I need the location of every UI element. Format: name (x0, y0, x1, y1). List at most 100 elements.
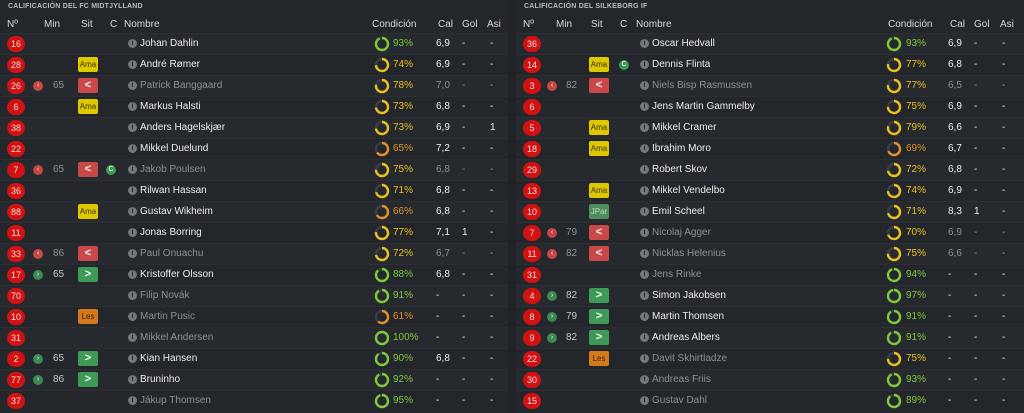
table-row[interactable]: 30 i Andreas Friis 93% - - - (516, 369, 1024, 390)
player-name[interactable]: Robert Skov (652, 164, 708, 175)
table-row[interactable]: 36 i Rilwan Hassan 71% 6,8 - - (0, 180, 508, 201)
table-row[interactable]: 13 Ama i Mikkel Vendelbo 74% 6,9 - - (516, 180, 1024, 201)
info-icon[interactable]: i (128, 81, 137, 90)
player-name[interactable]: Filip Novák (140, 290, 190, 301)
info-icon[interactable]: i (640, 228, 649, 237)
col-c[interactable]: C (620, 19, 628, 30)
info-icon[interactable]: i (128, 354, 137, 363)
player-name[interactable]: Dennis Flinta (652, 59, 711, 70)
info-icon[interactable]: i (640, 207, 649, 216)
table-row[interactable]: 10 Les i Martin Pusic 61% - - - (0, 306, 508, 327)
table-row[interactable]: 18 Ama i Ibrahim Moro 69% 6,7 - - (516, 138, 1024, 159)
player-name[interactable]: Emil Scheel (652, 206, 705, 217)
player-name[interactable]: Mikkel Andersen (140, 332, 214, 343)
col-sit[interactable]: Sit (81, 19, 93, 30)
player-name[interactable]: Jakob Poulsen (140, 164, 206, 175)
info-icon[interactable]: i (128, 249, 137, 258)
col-name[interactable]: Nombre (124, 19, 160, 30)
info-icon[interactable]: i (640, 81, 649, 90)
player-name[interactable]: Bruninho (140, 374, 181, 385)
player-name[interactable]: Andreas Friis (652, 374, 711, 385)
player-name[interactable]: Andreas Albers (652, 332, 720, 343)
table-row[interactable]: 6 i Jens Martin Gammelby 75% 6,9 - - (516, 96, 1024, 117)
table-row[interactable]: 22 i Mikkel Duelund 65% 7,2 - - (0, 138, 508, 159)
col-c[interactable]: C (110, 19, 118, 30)
table-row[interactable]: 31 i Jens Rinke 94% - - - (516, 264, 1024, 285)
info-icon[interactable]: i (640, 144, 649, 153)
info-icon[interactable]: i (640, 333, 649, 342)
info-icon[interactable]: i (640, 354, 649, 363)
table-row[interactable]: 10 JPar i Emil Scheel 71% 8,3 1 - (516, 201, 1024, 222)
info-icon[interactable]: i (128, 333, 137, 342)
player-name[interactable]: Kristoffer Olsson (140, 269, 214, 280)
col-min[interactable]: Min (556, 19, 573, 30)
table-row[interactable]: 36 i Oscar Hedvall 93% 6,9 - - (516, 33, 1024, 54)
info-icon[interactable]: i (640, 123, 649, 132)
player-name[interactable]: Nicolaj Agger (652, 227, 711, 238)
table-row[interactable]: 88 Ama i Gustav Wikheim 66% 6,8 - - (0, 201, 508, 222)
table-row[interactable]: 70 i Filip Novák 91% - - - (0, 285, 508, 306)
info-icon[interactable]: i (128, 102, 137, 111)
table-row[interactable]: 17 › 65 > i Kristoffer Olsson 88% 6,8 - - (0, 264, 508, 285)
info-icon[interactable]: i (128, 270, 137, 279)
player-name[interactable]: Simon Jakobsen (652, 290, 726, 301)
player-name[interactable]: Jens Martin Gammelby (652, 101, 755, 112)
player-name[interactable]: Mikkel Vendelbo (652, 185, 725, 196)
table-row[interactable]: 2 › 65 > i Kian Hansen 90% 6,8 - - (0, 348, 508, 369)
player-name[interactable]: Kian Hansen (140, 353, 198, 364)
player-name[interactable]: André Rømer (140, 59, 201, 70)
col-num[interactable]: Nº (7, 19, 18, 30)
info-icon[interactable]: i (128, 39, 137, 48)
info-icon[interactable]: i (128, 60, 137, 69)
table-row[interactable]: 26 ‹ 65 < i Patrick Banggaard 78% 7,0 - - (0, 75, 508, 96)
col-cond[interactable]: Condición (888, 19, 933, 30)
player-name[interactable]: Oscar Hedvall (652, 38, 715, 49)
table-row[interactable]: 16 i Johan Dahlin 93% 6,9 - - (0, 33, 508, 54)
col-num[interactable]: Nº (523, 19, 534, 30)
table-row[interactable]: 9 › 82 > i Andreas Albers 91% - - - (516, 327, 1024, 348)
col-cal[interactable]: Cal (438, 19, 454, 30)
col-sit[interactable]: Sit (591, 19, 603, 30)
player-name[interactable]: Jákup Thomsen (140, 395, 211, 406)
info-icon[interactable]: i (640, 249, 649, 258)
info-icon[interactable]: i (640, 60, 649, 69)
info-icon[interactable]: i (640, 165, 649, 174)
player-name[interactable]: Jonas Borring (140, 227, 202, 238)
player-name[interactable]: Martin Pusic (140, 311, 196, 322)
info-icon[interactable]: i (128, 144, 137, 153)
info-icon[interactable]: i (128, 228, 137, 237)
info-icon[interactable]: i (640, 291, 649, 300)
table-row[interactable]: 6 Ama i Markus Halsti 73% 6,8 - - (0, 96, 508, 117)
col-cond[interactable]: Condición (372, 19, 417, 30)
table-row[interactable]: 33 ‹ 86 < i Paul Onuachu 72% 6,7 - - (0, 243, 508, 264)
table-row[interactable]: 31 i Mikkel Andersen 100% - - - (0, 327, 508, 348)
table-row[interactable]: 4 › 82 > i Simon Jakobsen 97% - - - (516, 285, 1024, 306)
col-asi[interactable]: Asi (487, 19, 501, 30)
table-row[interactable]: 3 ‹ 82 < i Niels Bisp Rasmussen 77% 6,5 - - (516, 75, 1024, 96)
table-row[interactable]: 7 ‹ 79 < i Nicolaj Agger 70% 6,9 - - (516, 222, 1024, 243)
col-gol[interactable]: Gol (974, 19, 990, 30)
info-icon[interactable]: i (128, 207, 137, 216)
col-name[interactable]: Nombre (636, 19, 672, 30)
info-icon[interactable]: i (128, 165, 137, 174)
table-row[interactable]: 11 i Jonas Borring 77% 7,1 1 - (0, 222, 508, 243)
table-row[interactable]: 11 ‹ 82 < i Nicklas Helenius 75% 6,6 - - (516, 243, 1024, 264)
col-asi[interactable]: Asi (1000, 19, 1014, 30)
col-cal[interactable]: Cal (950, 19, 966, 30)
player-name[interactable]: Mikkel Cramer (652, 122, 717, 133)
info-icon[interactable]: i (128, 375, 137, 384)
table-row[interactable]: 77 › 86 > i Bruninho 92% - - - (0, 369, 508, 390)
player-name[interactable]: Mikkel Duelund (140, 143, 209, 154)
info-icon[interactable]: i (640, 375, 649, 384)
info-icon[interactable]: i (128, 312, 137, 321)
table-row[interactable]: 8 › 79 > i Martin Thomsen 91% - - - (516, 306, 1024, 327)
player-name[interactable]: Patrick Banggaard (140, 80, 223, 91)
player-name[interactable]: Johan Dahlin (140, 38, 199, 49)
table-row[interactable]: 37 i Jákup Thomsen 95% - - - (0, 390, 508, 411)
info-icon[interactable]: i (128, 123, 137, 132)
info-icon[interactable]: i (640, 312, 649, 321)
info-icon[interactable]: i (640, 270, 649, 279)
player-name[interactable]: Anders Hagelskjær (140, 122, 226, 133)
player-name[interactable]: Rilwan Hassan (140, 185, 207, 196)
